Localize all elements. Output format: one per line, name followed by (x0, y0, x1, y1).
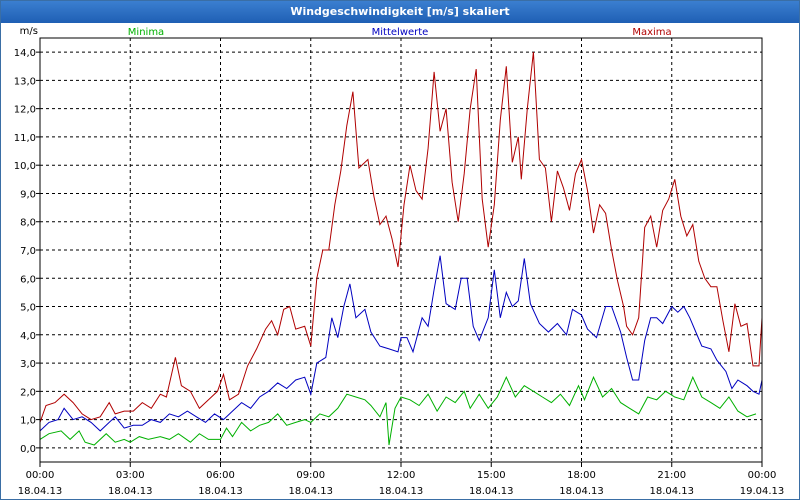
x-tick-date-label: 18.04.13 (649, 486, 694, 497)
legend: Minima Mittelwerte Maxima (128, 27, 672, 38)
y-tick-label: 4,0 (20, 331, 36, 342)
y-tick-label: 5,0 (20, 303, 36, 314)
x-tick-date-label: 18.04.13 (288, 486, 333, 497)
y-tick-label: 3,0 (20, 359, 36, 370)
series-line-mittelwerte (39, 255, 763, 432)
x-tick-time-label: 18:00 (567, 470, 596, 481)
grid-lines (40, 38, 762, 462)
y-tick-label: 7,0 (20, 246, 36, 257)
y-tick-label: 2,0 (20, 387, 36, 398)
plot-frame (39, 37, 763, 463)
x-tick-time-label: 00:00 (26, 470, 55, 481)
y-tick-label: 13,0 (14, 76, 36, 87)
chart-title: Windgeschwindigkeit [m/s] skaliert (290, 5, 510, 18)
x-tick-date-label: 19.04.13 (740, 486, 785, 497)
x-tick-time-label: 21:00 (657, 470, 686, 481)
title-bar: Windgeschwindigkeit [m/s] skaliert (1, 1, 799, 23)
x-tick-time-label: 06:00 (206, 470, 235, 481)
y-tick-label: 12,0 (14, 105, 36, 116)
axes: 0,0 1,0 2,0 3,0 4,0 5,0 6,0 7,0 8,0 9,0 10,0 11,0 12… (14, 26, 785, 497)
legend-maxima: Maxima (632, 27, 671, 38)
y-tick-label: 0,0 (20, 444, 36, 455)
y-tick-label: 1,0 (20, 416, 36, 427)
series-lines (39, 52, 763, 446)
legend-mittelwerte: Mittelwerte (372, 27, 429, 38)
x-tick-date-label: 18.04.13 (18, 486, 63, 497)
x-tick-date-label: 18.04.13 (198, 486, 243, 497)
x-tick-time-label: 12:00 (387, 470, 416, 481)
x-tick-time-label: 03:00 (116, 470, 145, 481)
x-tick-date-label: 18.04.13 (108, 486, 153, 497)
y-tick-label: 10,0 (14, 161, 36, 172)
y-tick-label: 8,0 (20, 218, 36, 229)
series-line-maxima (39, 52, 763, 423)
x-tick-date-label: 18.04.13 (559, 486, 604, 497)
legend-minima: Minima (128, 27, 164, 38)
x-tick-time-label: 15:00 (477, 470, 506, 481)
x-tick-date-label: 18.04.13 (379, 486, 424, 497)
y-tick-label: 11,0 (14, 133, 36, 144)
x-tick-date-label: 18.04.13 (469, 486, 514, 497)
y-tick-label: 6,0 (20, 274, 36, 285)
x-tick-time-label: 00:00 (748, 470, 777, 481)
series-line-minima (39, 375, 757, 446)
y-axis-label: m/s (20, 26, 38, 37)
y-tick-label: 9,0 (20, 189, 36, 200)
x-tick-time-label: 09:00 (296, 470, 325, 481)
y-tick-label: 14,0 (14, 48, 36, 59)
